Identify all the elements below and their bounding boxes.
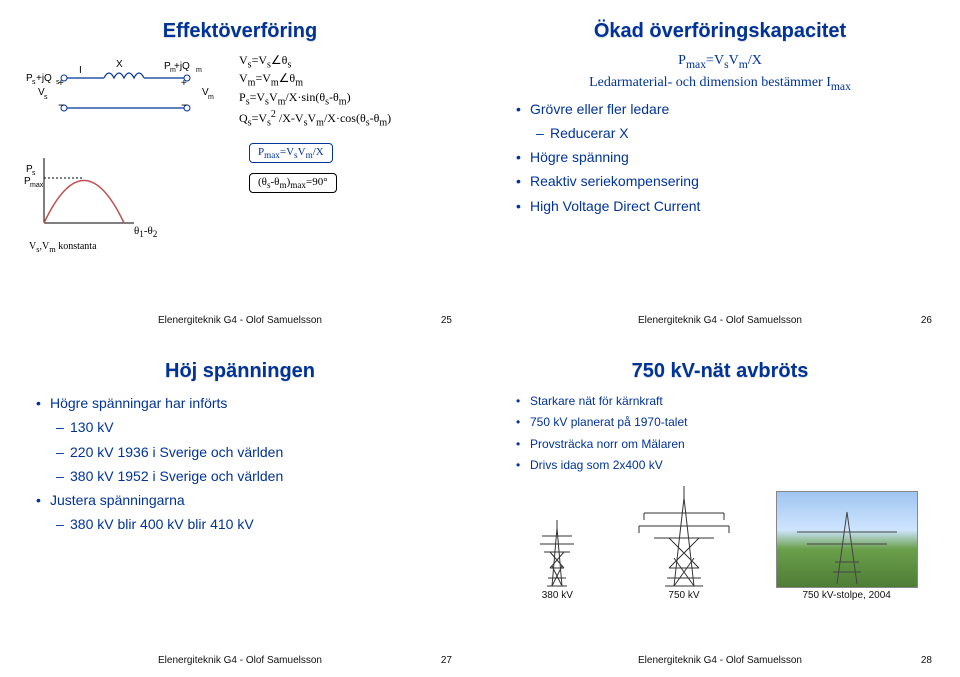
slide-footer: Elenergiteknik G4 - Olof Samuelsson26 xyxy=(490,315,950,326)
list-item: 130 kV xyxy=(56,417,456,437)
curve-xaxis: θ1-θ2 xyxy=(134,225,157,239)
slide-title: 750 kV-nät avbröts xyxy=(504,360,936,383)
pmax-formula: Pmax=VsVm/X xyxy=(504,53,936,71)
list-item: 750 kV planerat på 1970-talet xyxy=(516,414,936,431)
slide-26: Ökad överföringskapacitet Pmax=VsVm/X Le… xyxy=(490,10,950,330)
curve-legend: Vs,Vm konstanta xyxy=(29,241,97,254)
svg-text:m: m xyxy=(196,67,202,74)
tower-label: 380 kV xyxy=(542,590,573,601)
tower-label: 750 kV xyxy=(668,590,699,601)
bullet-list: Högre spänningar har införts 130 kV 220 … xyxy=(24,393,456,535)
bullet-list: Grövre eller fler ledare Reducerar X Hög… xyxy=(504,99,936,216)
svg-text:−: − xyxy=(58,98,65,112)
list-item: Justera spänningarna xyxy=(36,490,456,510)
power-curve-icon: Ps Pmax xyxy=(24,148,144,238)
slide-25: Effektöverföring + − V s Ps+jQs I X + − xyxy=(10,10,470,330)
eq-vs: Vs=Vs∠θs xyxy=(239,53,391,71)
eq-qs: Qs=Vs2 /X-VsVm/X·cos(θs-θm) xyxy=(239,108,391,129)
tower-photo xyxy=(776,491,918,588)
list-item: High Voltage Direct Current xyxy=(516,196,936,216)
tower-row: 380 kV 750 kV xyxy=(504,481,936,601)
list-item: 380 kV 1952 i Sverige och världen xyxy=(56,466,456,486)
angle-box: (θs-θm)max=90° xyxy=(249,173,337,193)
eq-ps: Ps=VsVm/X·sin(θs-θm) xyxy=(239,90,391,108)
circuit-equations: + − V s Ps+jQs I X + − Vm Pm+jQm Vs=Vs∠θ… xyxy=(24,53,456,253)
svg-text:−: − xyxy=(181,98,188,112)
svg-text:+: + xyxy=(181,78,187,89)
slide-title: Ökad överföringskapacitet xyxy=(504,20,936,43)
list-item: Provsträcka norr om Mälaren xyxy=(516,436,936,453)
svg-text:s: s xyxy=(32,170,36,177)
svg-text:I: I xyxy=(79,65,82,76)
slide-27: Höj spänningen Högre spänningar har infö… xyxy=(10,350,470,670)
svg-text:s: s xyxy=(44,94,48,101)
slide-28: 750 kV-nät avbröts Starkare nät för kärn… xyxy=(490,350,950,670)
svg-text:s: s xyxy=(56,79,60,86)
list-item: Reducerar X xyxy=(536,123,936,143)
tower-750-icon xyxy=(629,478,739,588)
svg-text:m: m xyxy=(208,94,214,101)
list-item: Reaktiv seriekompensering xyxy=(516,171,936,191)
tower-380-icon xyxy=(522,508,592,588)
list-item: Grövre eller fler ledare xyxy=(516,99,936,119)
list-item: 380 kV blir 400 kV blir 410 kV xyxy=(56,514,456,534)
svg-text:+jQ: +jQ xyxy=(174,61,190,72)
list-item: Starkare nät för kärnkraft xyxy=(516,393,936,410)
eq-vm: Vm=Vm∠θm xyxy=(239,71,391,89)
lead-text: Ledarmaterial- och dimension bestämmer I… xyxy=(504,75,936,93)
list-item: Högre spänningar har införts xyxy=(36,393,456,413)
slide-footer: Elenergiteknik G4 - Olof Samuelsson28 xyxy=(490,655,950,666)
tower-label: 750 kV-stolpe, 2004 xyxy=(802,590,890,601)
circuit-icon: + − V s Ps+jQs I X + − Vm Pm+jQm xyxy=(24,53,254,153)
pmax-box: Pmax=VsVm/X xyxy=(249,143,333,163)
svg-text:max: max xyxy=(30,182,44,189)
slide-title: Effektöverföring xyxy=(24,20,456,43)
slide-footer: Elenergiteknik G4 - Olof Samuelsson27 xyxy=(10,655,470,666)
svg-text:X: X xyxy=(116,59,123,70)
slide-footer: Elenergiteknik G4 - Olof Samuelsson25 xyxy=(10,315,470,326)
list-item: 220 kV 1936 i Sverige och världen xyxy=(56,442,456,462)
bullet-list: Starkare nät för kärnkraft 750 kV planer… xyxy=(504,393,936,475)
list-item: Högre spänning xyxy=(516,147,936,167)
slide-title: Höj spänningen xyxy=(24,360,456,383)
svg-text:+jQ: +jQ xyxy=(36,73,52,84)
list-item: Drivs idag som 2x400 kV xyxy=(516,457,936,474)
